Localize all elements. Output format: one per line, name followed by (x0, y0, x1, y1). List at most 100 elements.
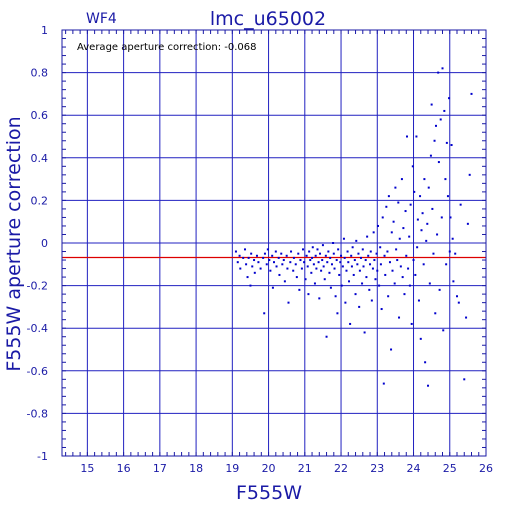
data-point (412, 259, 415, 262)
y-axis-label: F555W aperture correction (3, 116, 25, 371)
data-point (329, 256, 332, 259)
data-point (417, 299, 420, 302)
data-point (336, 312, 339, 315)
data-point (349, 322, 352, 325)
data-point (350, 254, 353, 257)
data-point (299, 259, 302, 262)
data-point (399, 265, 402, 268)
data-point (280, 252, 283, 255)
chart-title: lmc_u65002 (210, 8, 326, 30)
data-point (463, 378, 466, 381)
data-point (387, 195, 390, 198)
data-point (450, 144, 453, 147)
x-tick-label: 22 (334, 462, 348, 475)
data-point (321, 244, 324, 247)
y-tick-label: 1 (41, 24, 48, 37)
data-point (371, 267, 374, 270)
data-point (430, 103, 433, 106)
data-point (332, 252, 335, 255)
data-point (281, 263, 284, 266)
data-point (343, 256, 346, 259)
data-point (374, 278, 377, 281)
data-point (238, 254, 241, 257)
data-point (352, 273, 355, 276)
data-point (440, 216, 443, 219)
data-point (332, 242, 335, 244)
data-point (395, 248, 398, 251)
data-point (454, 252, 457, 255)
data-point (234, 250, 237, 253)
tick-marks (62, 29, 487, 457)
data-point (388, 261, 391, 264)
data-point (339, 261, 342, 264)
data-point (397, 201, 400, 204)
data-point (441, 67, 444, 70)
data-point (290, 250, 293, 253)
data-point (265, 263, 268, 266)
data-point (391, 269, 394, 272)
data-point (297, 252, 300, 255)
data-point (346, 250, 349, 253)
data-point (402, 227, 405, 230)
x-tick-label: 25 (443, 462, 457, 475)
data-point (269, 269, 272, 272)
data-point (266, 248, 269, 251)
data-point (445, 141, 448, 144)
y-tick-label: 0.8 (31, 67, 49, 80)
x-tick-label: 17 (153, 462, 167, 475)
data-point (452, 280, 455, 283)
data-point (408, 235, 411, 238)
data-point (419, 195, 422, 198)
x-tick-label: 18 (189, 462, 203, 475)
panel-label: WF4 (86, 11, 117, 27)
data-point (313, 282, 316, 285)
data-point (426, 222, 429, 225)
data-point (303, 261, 306, 264)
data-point (257, 261, 260, 264)
data-point (340, 254, 343, 257)
data-point (253, 259, 256, 262)
data-point (242, 256, 245, 259)
data-point (468, 173, 471, 176)
data-point (278, 273, 281, 276)
data-point (386, 250, 389, 253)
data-point (423, 178, 426, 181)
data-point (358, 269, 361, 272)
data-point (283, 280, 286, 283)
data-point (244, 248, 247, 251)
data-point (375, 252, 378, 255)
data-point (268, 259, 271, 262)
data-point (400, 178, 403, 181)
data-point (356, 263, 359, 266)
data-point (439, 118, 442, 121)
data-point (421, 212, 424, 215)
data-point (358, 305, 361, 308)
data-point (415, 135, 418, 138)
data-point (247, 256, 250, 259)
data-point (275, 265, 278, 268)
data-point (385, 205, 388, 208)
data-point (274, 250, 277, 253)
data-point (249, 284, 252, 287)
x-tick-label: 21 (298, 462, 312, 475)
data-point (309, 259, 312, 262)
data-point (236, 261, 239, 264)
y-tick-label: -1 (37, 450, 48, 463)
data-point (407, 267, 410, 270)
data-point (448, 97, 451, 100)
data-point (443, 109, 446, 112)
data-point (362, 265, 365, 268)
data-point (245, 263, 248, 266)
data-point (327, 250, 330, 253)
data-point (433, 139, 436, 142)
data-point (286, 267, 289, 270)
data-point (323, 278, 326, 281)
data-point (298, 288, 301, 291)
data-point (427, 186, 430, 189)
data-point (367, 254, 370, 257)
data-point (277, 256, 280, 259)
data-point (361, 248, 364, 251)
data-point (409, 203, 412, 206)
data-point (416, 218, 419, 221)
data-point (379, 246, 382, 249)
